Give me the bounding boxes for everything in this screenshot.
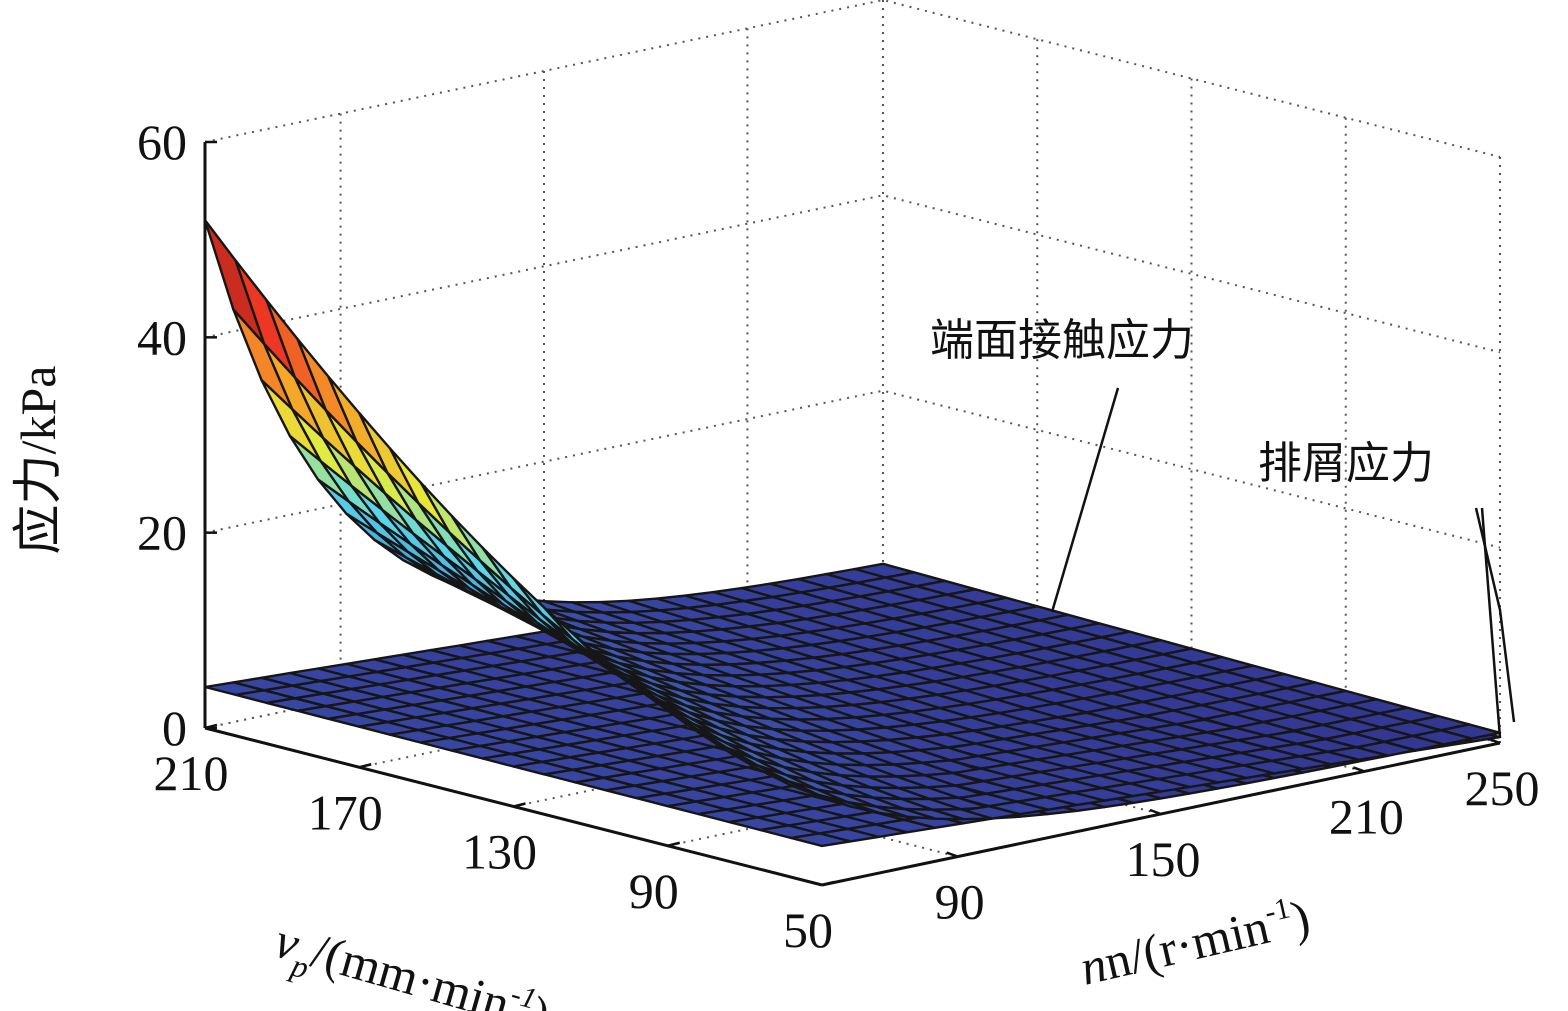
x-axis-label: nn/(r·min-1): [1075, 888, 1315, 996]
y-tick: [204, 723, 218, 730]
x-tick: [946, 851, 959, 858]
z-gridline: [204, 194, 1501, 354]
y-axis-label-main: /(mm·min: [306, 922, 516, 1011]
chip-stress-cell: [789, 832, 852, 848]
surfaces: [203, 218, 1502, 848]
z-tick-label: 20: [137, 505, 187, 561]
x-tick: [1488, 737, 1501, 745]
z-gridline: [204, 0, 1501, 158]
x-tick-label: 210: [1329, 788, 1404, 844]
y-tick: [358, 763, 372, 769]
y-axis-label: vp/(mm·min-1): [266, 911, 556, 1011]
x-tick-label: 90: [935, 874, 985, 930]
y-tick: [513, 802, 526, 808]
x-tick-label: 250: [1465, 760, 1540, 816]
annotation-contact-stress: 端面接触应力: [930, 315, 1194, 366]
annotation-chip-leader-2: [1480, 507, 1502, 739]
annotation-chip-stress: 排屑应力: [1258, 438, 1434, 489]
x-axis-label-main: n/(r·min: [1099, 898, 1274, 990]
y-tick: [667, 841, 681, 847]
contact-stress-cell: [203, 218, 266, 345]
x-tick: [1149, 808, 1162, 816]
y-tick-label: 170: [308, 784, 383, 840]
z-tick-label: 60: [137, 114, 187, 170]
y-tick-label: 130: [462, 824, 537, 880]
x-tick-label: 150: [1126, 831, 1201, 887]
y-tick-label: 50: [783, 902, 833, 958]
z-axis-label: 应力/kPa: [10, 366, 66, 555]
annotation-contact-leader: [1050, 387, 1120, 613]
z-tick-label: 0: [162, 700, 187, 756]
z-tick-label: 40: [137, 309, 187, 365]
contact-stress-cell: [789, 784, 852, 808]
y-tick-label: 90: [629, 863, 679, 919]
x-tick: [1352, 766, 1365, 773]
y-tick-label: 210: [154, 745, 229, 801]
y-tick: [821, 880, 835, 887]
ticks: 0 20 40 60 50 90 130 170 210 90 150 210 250: [137, 114, 1540, 958]
